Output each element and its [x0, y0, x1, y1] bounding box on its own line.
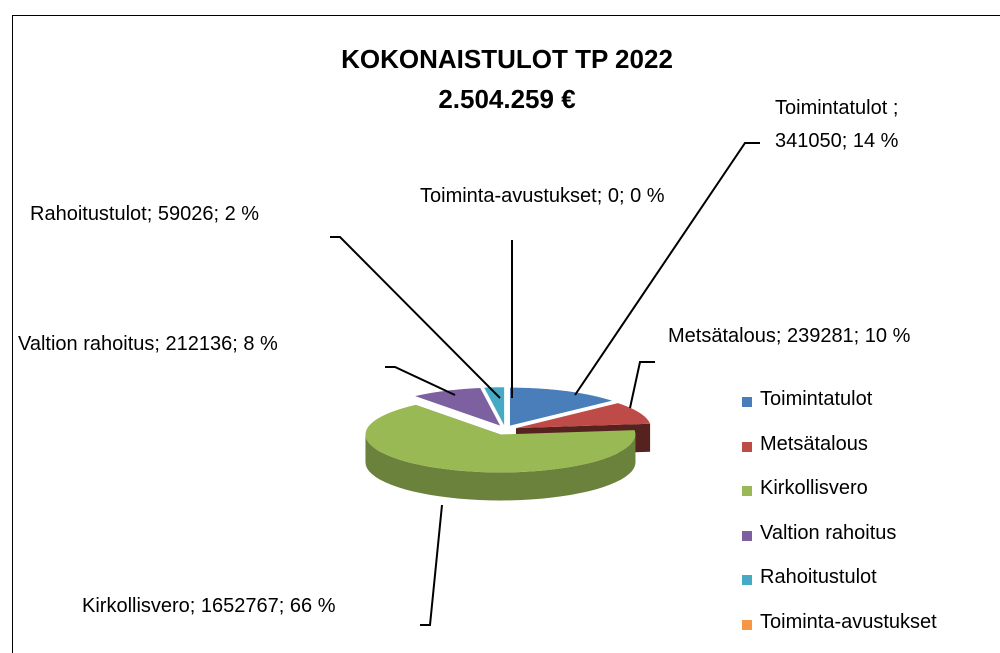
legend-swatch: [742, 530, 752, 541]
data-label: Toimintatulot ; 341050; 14 %: [775, 97, 899, 152]
data-label: Valtion rahoitus; 212136; 8 %: [18, 333, 278, 355]
chart-subtitle: 2.504.259 €: [438, 84, 576, 114]
data-label: Toiminta-avustukset; 0; 0 %: [420, 185, 665, 207]
legend-label: Toiminta-avustukset: [760, 610, 937, 633]
slice: [415, 388, 501, 426]
slice: [509, 387, 612, 426]
legend-label: Valtion rahoitus: [760, 521, 897, 544]
legend-swatch: [742, 575, 752, 585]
chart-frame: [12, 15, 1000, 653]
leader-line: [574, 142, 760, 396]
data-label: Kirkollisvero; 1652767; 66 %: [82, 595, 336, 617]
legend-label: Toimintatulot: [760, 388, 873, 410]
chart-title: KOKONAISTULOT TP 2022: [341, 44, 673, 74]
legend-swatch: [742, 397, 752, 407]
data-label: Rahoitustulot; 59026; 2 %: [30, 203, 260, 225]
leader-line: [385, 366, 456, 396]
leader-line: [420, 504, 443, 626]
slice-side: [365, 434, 636, 501]
legend-swatch: [742, 441, 752, 452]
legend-swatch: [742, 486, 752, 496]
slice: [365, 404, 636, 473]
legend-label: Kirkollisvero: [760, 477, 868, 499]
leader-line: [330, 236, 501, 399]
data-label: Metsätalous; 239281; 10 %: [668, 325, 911, 347]
legend-label: Rahoitustulot: [760, 566, 877, 588]
slice: [515, 403, 651, 429]
legend-label: Metsätalous: [760, 432, 868, 455]
legend-swatch: [742, 619, 752, 630]
leader-line: [629, 361, 655, 409]
